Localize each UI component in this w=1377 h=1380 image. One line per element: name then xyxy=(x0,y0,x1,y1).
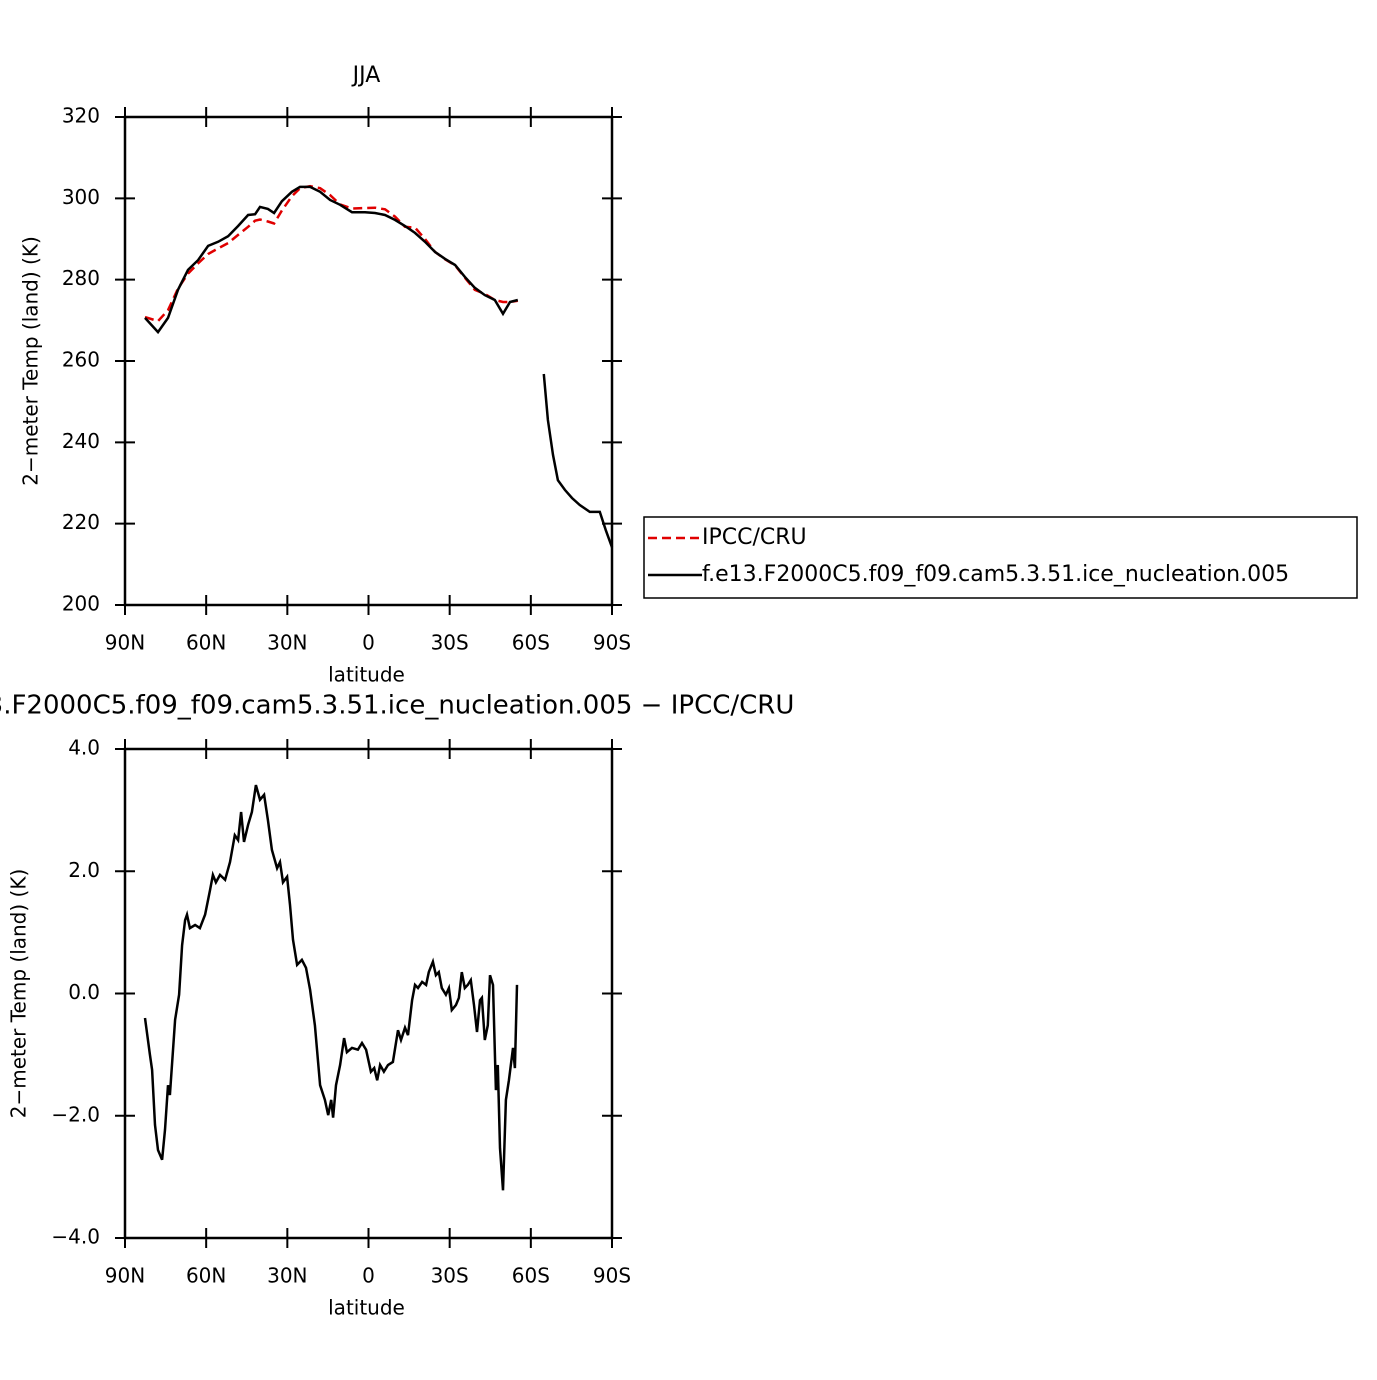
x-tick-label: 60N xyxy=(186,1264,226,1288)
y-tick-label: 220 xyxy=(62,510,100,534)
legend-box xyxy=(643,516,1358,599)
y-tick-label: 320 xyxy=(62,104,100,128)
chart-title: JJA xyxy=(351,63,381,88)
y-tick-label: −2.0 xyxy=(51,1102,100,1126)
x-tick-label: 90S xyxy=(593,631,631,655)
x-axis-label: latitude xyxy=(328,1296,405,1320)
x-tick-label: 90S xyxy=(593,1264,631,1288)
legend-label: IPCC/CRU xyxy=(702,525,807,550)
x-tick-label: 90N xyxy=(105,1264,145,1288)
y-axis-label: 2−meter Temp (land) (K) xyxy=(19,236,43,486)
y-tick-label: 2.0 xyxy=(68,858,100,882)
y-tick-label: 200 xyxy=(62,592,100,616)
y-tick-label: 280 xyxy=(62,266,100,290)
data-line xyxy=(143,784,519,1191)
legend-label: f.e13.F2000C5.f09_f09.cam5.3.51.ice_nucl… xyxy=(702,562,1289,587)
y-axis-label: 2−meter Temp (land) (K) xyxy=(7,869,31,1119)
legend: IPCC/CRU f.e13.F2000C5.f09_f09.cam5.3.51.… xyxy=(643,516,1358,599)
x-tick-label: 30N xyxy=(267,1264,307,1288)
x-axis-label: latitude xyxy=(328,663,405,687)
x-tick-label: 30S xyxy=(431,631,469,655)
x-tick-label: 0 xyxy=(362,631,375,655)
chart-title: f.e13.F2000C5.f09_f09.cam5.3.51.ice_nucl… xyxy=(0,691,794,721)
data-line xyxy=(144,185,519,335)
y-tick-label: 240 xyxy=(62,429,100,453)
plot-frame xyxy=(123,747,614,1240)
y-tick-label: 0.0 xyxy=(68,980,100,1004)
plot-frame xyxy=(123,115,614,607)
chart-panel: JJA latitude 2−meter Temp (land) (K) 200 220… xyxy=(19,63,1358,687)
y-tick-label: 300 xyxy=(62,185,100,209)
data-line xyxy=(144,184,518,323)
x-tick-label: 0 xyxy=(362,1264,375,1288)
x-tick-label: 30N xyxy=(267,631,307,655)
x-tick-label: 30S xyxy=(431,1264,469,1288)
y-tick-label: 4.0 xyxy=(68,736,100,760)
y-tick-label: 260 xyxy=(62,348,100,372)
x-tick-label: 60N xyxy=(186,631,226,655)
x-tick-label: 60S xyxy=(512,1264,550,1288)
data-line xyxy=(542,373,614,548)
chart-panel: f.e13.F2000C5.f09_f09.cam5.3.51.ice_nucl… xyxy=(0,691,794,1320)
y-tick-label: −4.0 xyxy=(51,1225,100,1249)
x-tick-label: 90N xyxy=(105,631,145,655)
x-tick-label: 60S xyxy=(512,631,550,655)
